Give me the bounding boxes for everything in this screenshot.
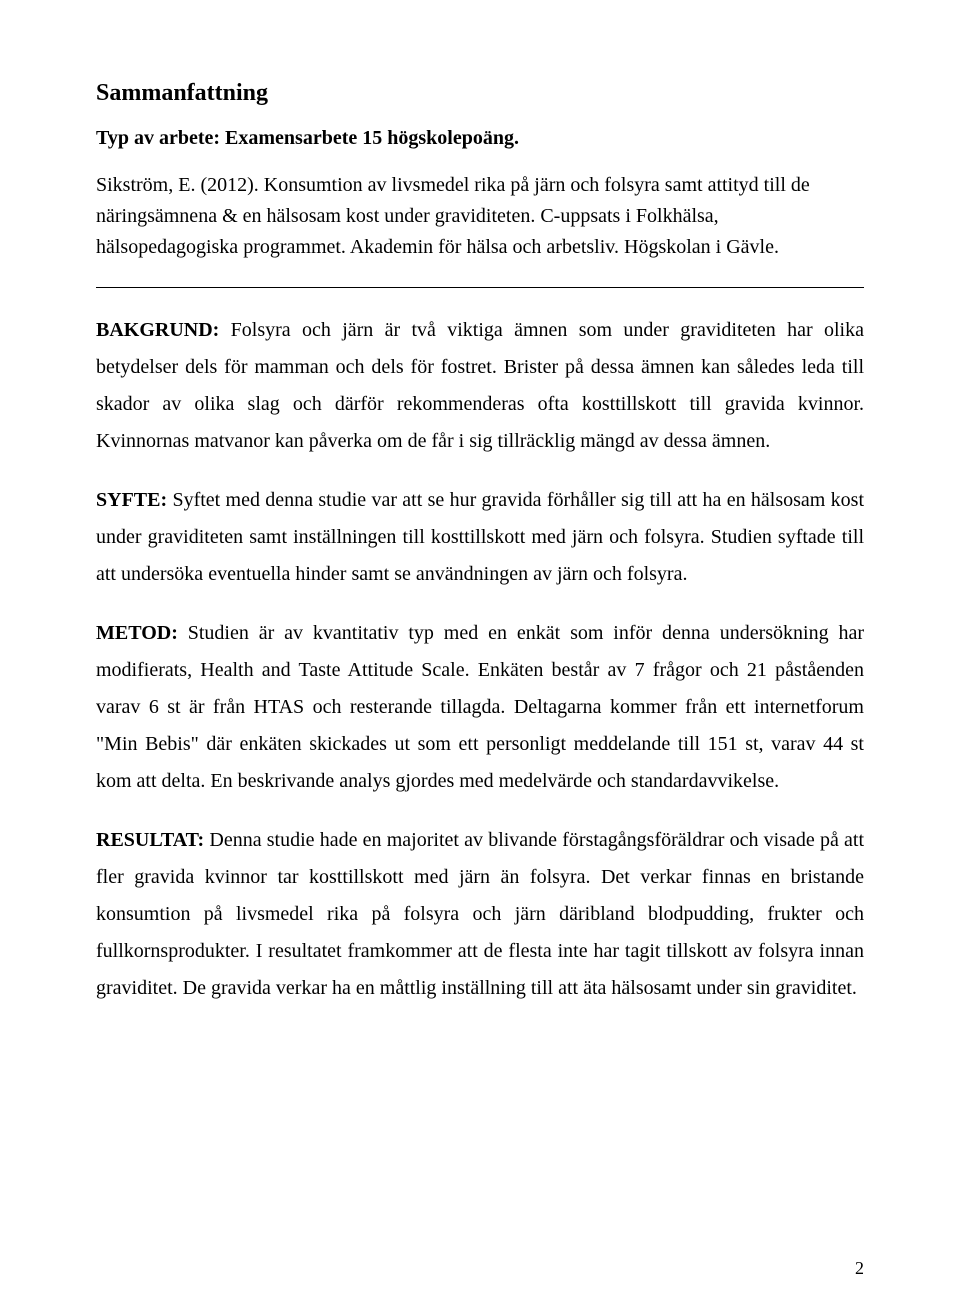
resultat-text: Denna studie hade en majoritet av blivan… [96, 829, 864, 999]
page-heading: Sammanfattning [96, 80, 864, 107]
citation-block: Sikström, E. (2012). Konsumtion av livsm… [96, 170, 864, 263]
document-page: Sammanfattning Typ av arbete: Examensarb… [0, 0, 960, 1307]
resultat-paragraph: RESULTAT: Denna studie hade en majoritet… [96, 822, 864, 1007]
bakgrund-label: BAKGRUND: [96, 319, 219, 341]
resultat-label: RESULTAT: [96, 829, 204, 851]
work-type-line: Typ av arbete: Examensarbete 15 högskole… [96, 127, 864, 150]
page-number: 2 [855, 1258, 864, 1279]
bakgrund-paragraph: BAKGRUND: Folsyra och järn är två viktig… [96, 312, 864, 460]
syfte-text: Syftet med denna studie var att se hur g… [96, 489, 864, 585]
section-divider [96, 287, 864, 288]
syfte-paragraph: SYFTE: Syftet med denna studie var att s… [96, 482, 864, 593]
syfte-label: SYFTE: [96, 489, 167, 511]
metod-text: Studien är av kvantitativ typ med en enk… [96, 622, 864, 792]
metod-label: METOD: [96, 622, 178, 644]
metod-paragraph: METOD: Studien är av kvantitativ typ med… [96, 615, 864, 800]
